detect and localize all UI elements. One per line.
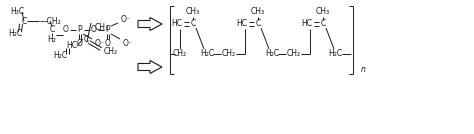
FancyArrow shape bbox=[138, 18, 162, 31]
Text: CH₃: CH₃ bbox=[251, 8, 265, 16]
Text: C: C bbox=[83, 34, 89, 44]
Text: CH₂: CH₂ bbox=[222, 49, 236, 59]
Text: O: O bbox=[91, 25, 97, 34]
Text: H₃C: H₃C bbox=[10, 8, 24, 16]
Text: H₂C: H₂C bbox=[265, 49, 279, 59]
Text: O⁻: O⁻ bbox=[123, 38, 133, 47]
Text: C: C bbox=[21, 16, 27, 25]
FancyArrow shape bbox=[138, 60, 162, 74]
Text: C: C bbox=[49, 25, 55, 34]
Text: HC: HC bbox=[301, 20, 312, 29]
Text: O⁻: O⁻ bbox=[121, 16, 131, 25]
Text: HC: HC bbox=[236, 20, 247, 29]
Text: C: C bbox=[191, 20, 196, 29]
Text: H₂C: H₂C bbox=[200, 49, 214, 59]
Text: HC: HC bbox=[66, 42, 78, 51]
Text: O: O bbox=[105, 38, 111, 47]
Text: P: P bbox=[106, 25, 110, 34]
Text: CH₃: CH₃ bbox=[186, 8, 200, 16]
Text: CH₃: CH₃ bbox=[316, 8, 330, 16]
Text: O: O bbox=[63, 25, 69, 34]
Text: H₂C: H₂C bbox=[8, 29, 22, 38]
Text: CH₂: CH₂ bbox=[104, 47, 118, 57]
Text: O⁻: O⁻ bbox=[95, 38, 105, 47]
Text: C: C bbox=[320, 20, 326, 29]
Text: CH₂: CH₂ bbox=[287, 49, 301, 59]
Text: n: n bbox=[361, 64, 366, 74]
Text: CH₃: CH₃ bbox=[95, 23, 109, 31]
Text: C: C bbox=[255, 20, 261, 29]
Text: H₂C: H₂C bbox=[53, 51, 67, 60]
Text: HC: HC bbox=[171, 20, 182, 29]
Text: P: P bbox=[78, 25, 82, 34]
Text: H₂C: H₂C bbox=[328, 49, 342, 59]
Text: O: O bbox=[77, 38, 83, 47]
Text: CH₂: CH₂ bbox=[173, 49, 187, 59]
Text: —CH₂: —CH₂ bbox=[40, 16, 62, 25]
Text: H₂: H₂ bbox=[47, 36, 56, 44]
